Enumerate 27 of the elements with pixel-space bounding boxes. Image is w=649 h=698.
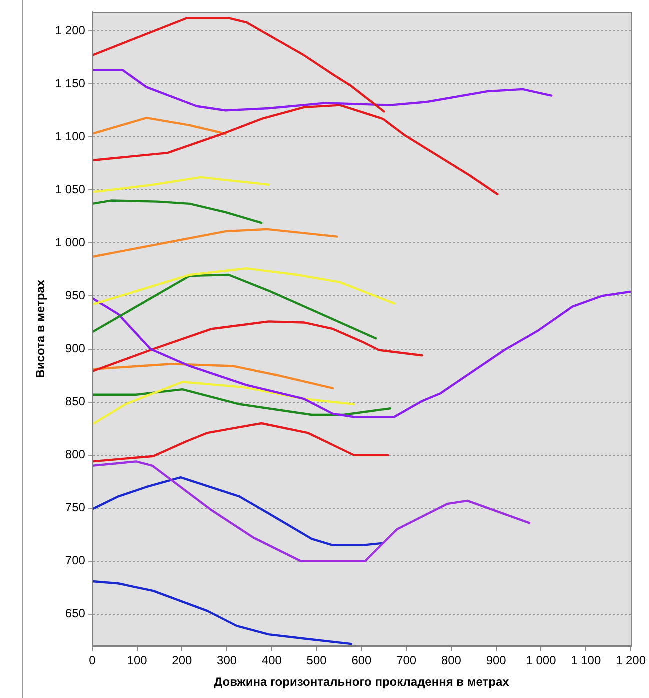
x-tick-label: 1 100 xyxy=(571,654,602,668)
x-tick-label: 0 xyxy=(89,654,96,668)
y-tick-label: 950 xyxy=(65,288,86,303)
x-tick-label: 400 xyxy=(262,654,282,668)
x-tick-label: 300 xyxy=(217,654,238,668)
y-axis-title: Висота в метрах xyxy=(34,280,48,378)
x-tick-label: 200 xyxy=(172,654,193,668)
x-tick-label: 800 xyxy=(441,654,462,668)
x-tick-label: 600 xyxy=(352,654,372,668)
x-tick-label: 1 200 xyxy=(616,654,646,668)
x-tick-label: 100 xyxy=(127,654,148,668)
y-tick-label: 800 xyxy=(65,448,86,462)
x-tick-label: 1 000 xyxy=(526,654,557,668)
y-tick-label: 1 050 xyxy=(55,182,86,196)
y-tick-label: 700 xyxy=(65,554,86,568)
y-tick-label: 1 100 xyxy=(55,129,86,144)
y-tick-label: 650 xyxy=(65,606,86,621)
x-tick-label: 500 xyxy=(306,654,328,668)
y-tick-label: 850 xyxy=(65,394,86,409)
x-axis-title: Довжина горизонтального прокладення в метрах xyxy=(214,675,510,690)
y-tick-label: 1 000 xyxy=(55,236,86,250)
x-tick-label: 700 xyxy=(396,654,417,668)
y-tick-label: 900 xyxy=(65,342,86,356)
y-tick-label: 1 150 xyxy=(55,76,86,90)
y-tick-label: 750 xyxy=(65,500,86,515)
x-tick-label: 900 xyxy=(486,654,507,668)
y-tick-label: 1 200 xyxy=(55,23,86,38)
